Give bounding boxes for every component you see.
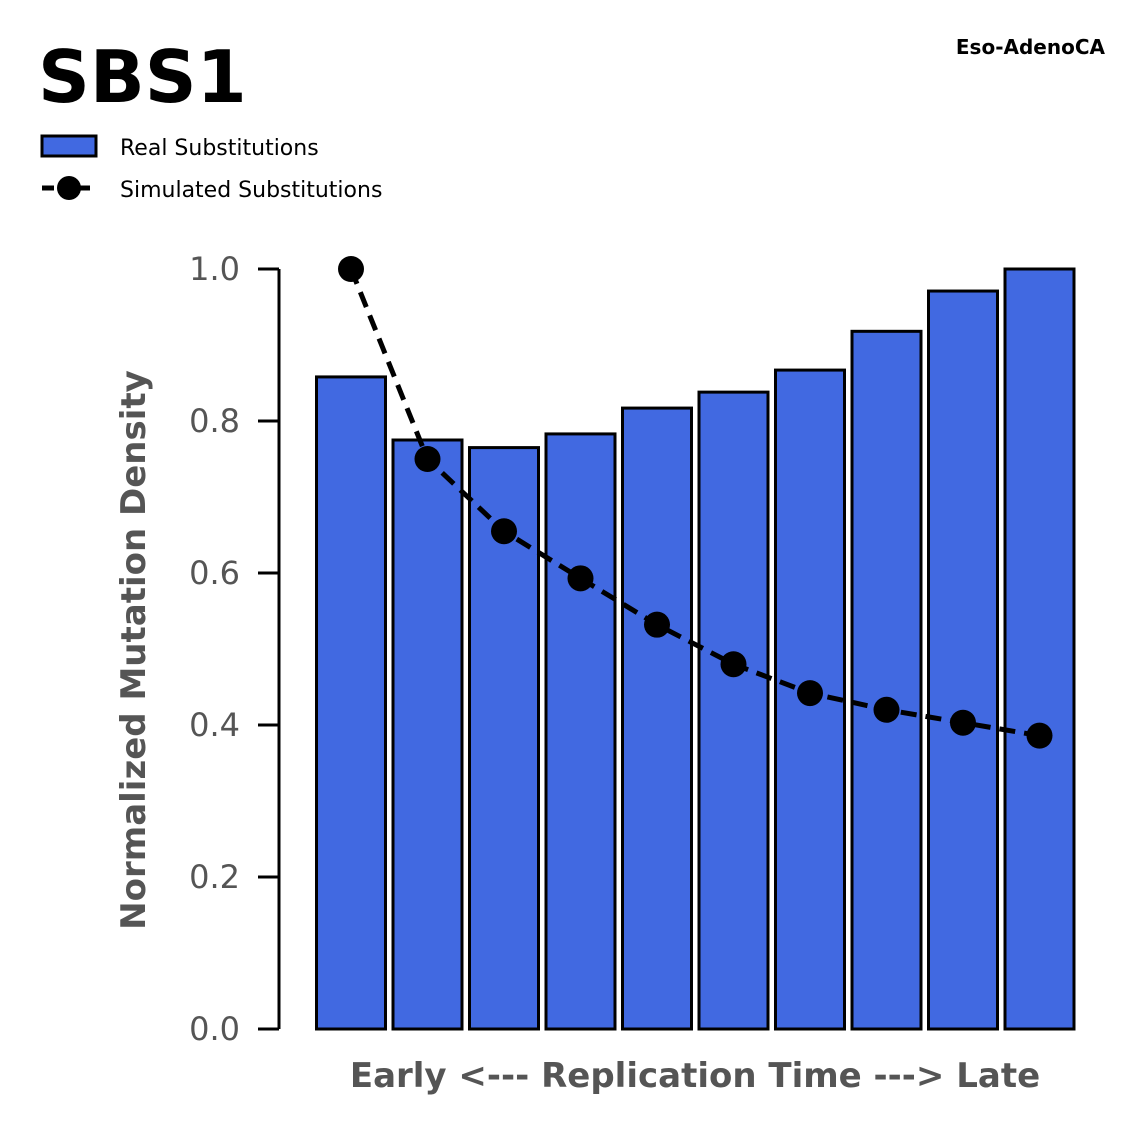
bar-real-5: [621, 406, 693, 1031]
bar-real-10: [1003, 267, 1076, 1031]
y-axis-label: Normalized Mutation Density: [114, 370, 154, 930]
simulated-markers: [338, 256, 1053, 749]
bar-real-4: [544, 432, 617, 1031]
y-tick-label: 0.6: [189, 554, 240, 592]
marker-simulated-6: [720, 651, 747, 678]
legend-swatch-real: [40, 134, 98, 158]
simulated-line: [348, 268, 1040, 739]
marker-simulated-5: [644, 611, 670, 638]
bar-real-9: [927, 289, 999, 1031]
marker-simulated-7: [797, 680, 823, 707]
marker-simulated-9: [950, 709, 976, 736]
marker-simulated-10: [1026, 722, 1053, 749]
chart-subtitle: Eso-AdenoCA: [956, 35, 1106, 59]
bar-group: [315, 267, 1076, 1031]
y-tick-label: 0.2: [189, 858, 240, 896]
marker-simulated-2: [414, 446, 441, 472]
marker-simulated-1: [338, 256, 364, 282]
legend: Real Substitutions Simulated Substitutio…: [40, 134, 382, 203]
marker-simulated-8: [873, 696, 900, 723]
bar-real-8: [850, 329, 923, 1031]
marker-simulated-3: [491, 518, 517, 545]
y-tick-label: 0.8: [189, 402, 240, 440]
chart-title: SBS1: [38, 35, 247, 119]
y-axis-ticks: 0.0 0.2 0.4 0.6 0.8 1.0: [189, 250, 279, 1048]
bar-real-1: [315, 375, 387, 1031]
bar-real-2: [391, 438, 464, 1031]
y-tick-label: 0.4: [189, 706, 240, 744]
bar-real-6: [697, 390, 770, 1031]
legend-marker-simulated: [57, 176, 81, 200]
y-tick-label: 1.0: [189, 250, 240, 288]
x-axis-label: Early <--- Replication Time ---> Late: [350, 1056, 1040, 1096]
legend-label-simulated: Simulated Substitutions: [120, 178, 382, 203]
marker-simulated-4: [567, 565, 594, 592]
legend-label-real: Real Substitutions: [120, 136, 319, 161]
y-tick-label: 0.0: [189, 1010, 240, 1048]
